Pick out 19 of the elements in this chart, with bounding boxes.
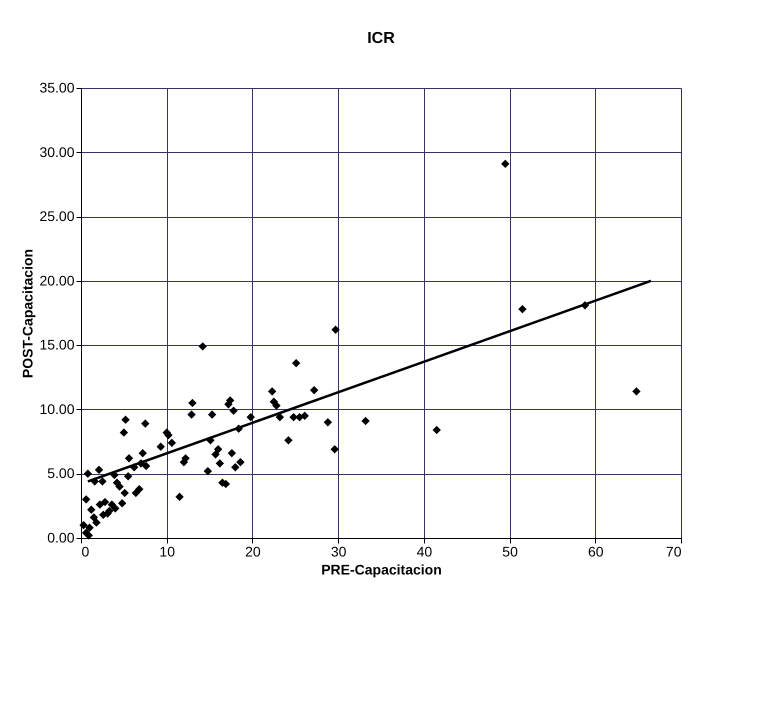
x-tick-label: 40 xyxy=(416,544,432,560)
y-axis-title: POST-Capacitacion xyxy=(19,248,36,378)
y-tick-label: 10.00 xyxy=(39,400,75,417)
y-tick-label: 30.00 xyxy=(39,144,75,160)
x-tick-label: 30 xyxy=(330,544,347,560)
x-tick-label: 10 xyxy=(159,544,176,560)
y-tick-label: 25.00 xyxy=(39,208,75,224)
chart-title: ICR xyxy=(367,30,396,47)
x-tick-label: 60 xyxy=(588,544,604,560)
x-tick-label: 70 xyxy=(666,544,682,560)
x-tick-label: 20 xyxy=(245,544,261,560)
x-tick-label: 50 xyxy=(502,544,518,560)
y-tick-label: 15.00 xyxy=(39,336,75,353)
y-tick-label: 0.00 xyxy=(47,530,75,546)
x-axis-title: PRE-Capacitacion xyxy=(321,562,442,578)
y-tick-label: 5.00 xyxy=(47,465,75,482)
y-tick-label: 35.00 xyxy=(39,80,75,96)
y-tick-label: 20.00 xyxy=(39,272,75,288)
x-tick-label: 0 xyxy=(82,544,90,560)
